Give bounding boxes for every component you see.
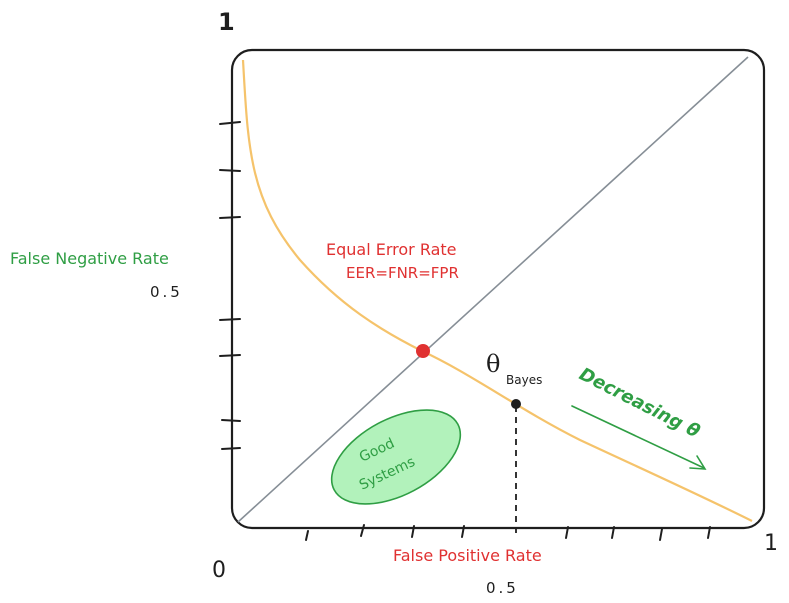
origin-label: 0: [212, 558, 226, 583]
good-systems-ellipse: [330, 409, 462, 505]
x-max-label: 1: [764, 531, 778, 556]
plot-frame: [230, 48, 766, 530]
eer-point: [416, 344, 430, 358]
theta-bayes-point: [511, 399, 521, 409]
y-half-label: 0.5: [150, 283, 183, 301]
x-axis-title: False Positive Rate: [393, 546, 542, 565]
decreasing-theta-label: Decreasing θ: [576, 364, 703, 443]
y-axis-title: False Negative Rate: [10, 249, 169, 268]
x-axis-ticks: [305, 524, 711, 541]
theta-bayes-subscript: Bayes: [506, 373, 542, 387]
x-half-label: 0.5: [486, 579, 519, 597]
eer-formula: EER=FNR=FPR: [346, 264, 459, 282]
eer-title: Equal Error Rate: [326, 240, 457, 259]
y-axis-ticks: [219, 121, 241, 450]
decreasing-theta-arrow: [571, 405, 707, 470]
diagonal-line: [237, 56, 749, 523]
theta-bayes-symbol: θ: [486, 350, 500, 378]
y-max-label: 1: [218, 8, 235, 36]
det-curve: [241, 59, 753, 522]
